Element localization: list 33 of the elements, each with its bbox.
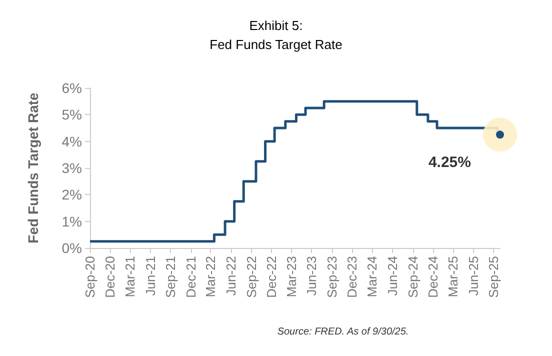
y-tick-label: 4% (62, 133, 82, 150)
x-tick-label: Sep-22 (244, 256, 259, 298)
x-tick-label: Dec-24 (426, 256, 441, 298)
x-tick-label: Sep-21 (163, 256, 178, 298)
x-tick-label: Sep-25 (486, 256, 502, 298)
annotation: 4.25% (428, 154, 471, 172)
chart-subtitle: Fed Funds Target Rate (210, 37, 342, 52)
x-tick-label: Jun-21 (142, 256, 158, 296)
y-tick-label: 6% (62, 80, 82, 96)
x-tick-label: Mar-25 (445, 256, 460, 298)
x-tick-label: Sep-23 (324, 256, 340, 298)
x-tick-label: Dec-20 (102, 256, 118, 298)
x-tick-label: Mar-22 (203, 256, 218, 298)
x-tick-label: Jun-24 (385, 256, 400, 296)
source-note: Source: FRED. As of 9/30/25. (277, 326, 409, 338)
x-tick-label: Jun-25 (466, 256, 481, 296)
x-tick-label: Dec-21 (183, 256, 198, 298)
x-tick-label: Sep-24 (405, 256, 420, 298)
y-tick-label: 1% (62, 213, 82, 230)
chart-title: Exhibit 5: (249, 18, 303, 33)
x-tick-label: Mar-21 (122, 256, 138, 298)
x-tick-label: Jun-22 (224, 256, 239, 296)
x-tick-label: Sep-20 (82, 256, 98, 298)
x-tick-label: Mar-24 (364, 256, 380, 298)
x-tick-label: Mar-23 (284, 256, 299, 298)
x-tick-label: Dec-23 (344, 256, 360, 298)
y-axis-title: Fed Funds Target Rate (25, 92, 41, 244)
y-tick-label: 5% (62, 106, 82, 123)
y-tick-label: 0% (62, 240, 82, 256)
x-tick-label: Dec-22 (264, 256, 279, 298)
x-tick-label: Jun-23 (304, 256, 320, 296)
y-tick-label: 3% (62, 160, 82, 176)
y-tick-label: 2% (62, 186, 82, 203)
